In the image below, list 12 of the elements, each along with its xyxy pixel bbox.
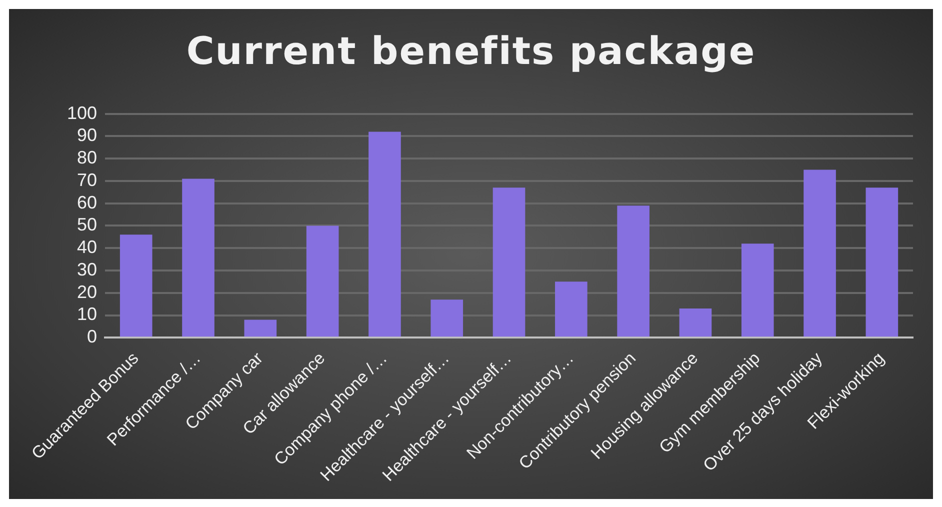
- y-tick-label: 90: [77, 125, 98, 146]
- y-tick-label: 80: [77, 148, 98, 168]
- chart-title: Current benefits package: [185, 29, 757, 73]
- y-tick-label: 30: [77, 259, 98, 280]
- y-tick-label: 0: [87, 326, 98, 347]
- y-tick-label: 60: [77, 192, 98, 212]
- y-tick-label: 10: [77, 304, 98, 324]
- y-tick-label: 50: [77, 214, 98, 235]
- y-tick-label: 100: [66, 102, 98, 123]
- y-tick-label: 70: [77, 170, 98, 190]
- y-tick-label: 40: [77, 237, 98, 258]
- y-tick-label: 20: [77, 282, 98, 302]
